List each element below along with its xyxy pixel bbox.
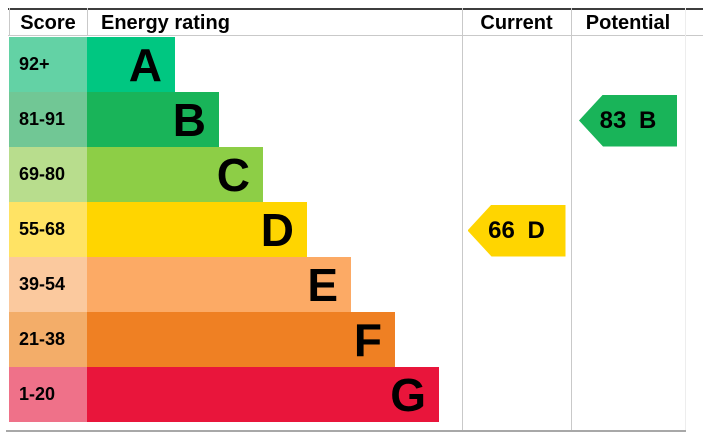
potential-column-divider	[571, 8, 572, 432]
header-underline	[8, 35, 703, 36]
band-bar-b: B	[87, 92, 219, 147]
band-score-range-f: 21-38	[9, 312, 87, 367]
score-column-header: Score	[20, 11, 76, 34]
band-score-range-g: 1-20	[9, 367, 87, 422]
table-bottom-border	[6, 430, 686, 432]
potential-column-header: Potential	[585, 11, 671, 34]
score-column-divider	[87, 8, 88, 36]
band-score-range-c: 69-80	[9, 147, 87, 202]
band-bar-f: F	[87, 312, 395, 367]
current-column-header: Current	[480, 11, 553, 34]
energy-rating-column-header: Energy rating	[101, 11, 230, 34]
potential-rating-arrow: 83 B	[579, 94, 677, 147]
band-bar-c: C	[87, 147, 263, 202]
band-score-range-a: 92+	[9, 37, 87, 92]
band-bar-e: E	[87, 257, 351, 312]
band-score-range-b: 81-91	[9, 92, 87, 147]
band-bar-g: G	[87, 367, 439, 422]
band-score-range-d: 55-68	[9, 202, 87, 257]
table-right-border	[685, 8, 686, 432]
header-left-border	[9, 8, 10, 36]
band-score-range-e: 39-54	[9, 257, 87, 312]
table-top-border	[8, 8, 703, 10]
current-rating-arrow: 66 D	[467, 204, 566, 257]
band-bar-d: D	[87, 202, 307, 257]
band-bar-a: A	[87, 37, 175, 92]
current-column-divider	[462, 8, 463, 432]
